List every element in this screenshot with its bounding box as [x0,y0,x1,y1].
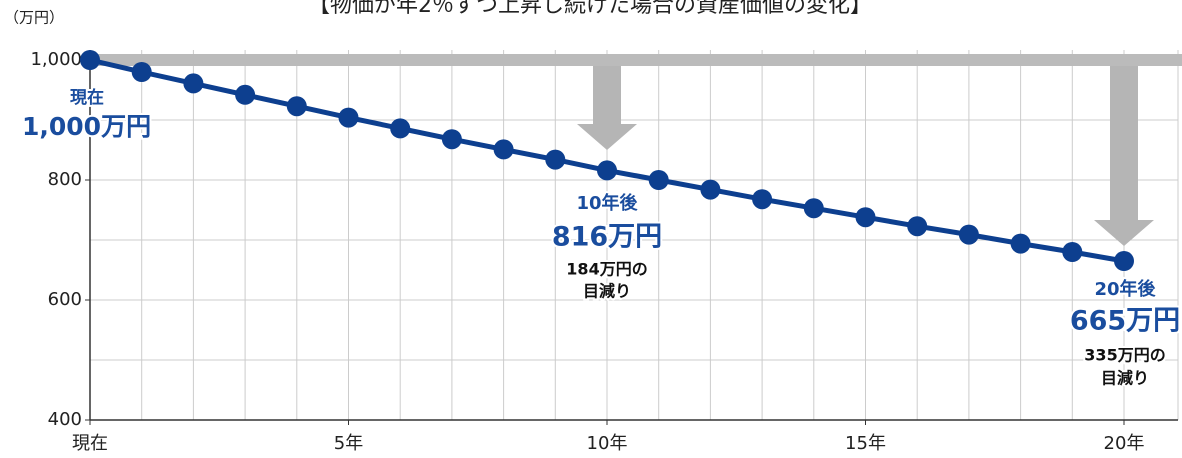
data-point [390,118,410,138]
annotation: 10年後 [576,192,638,214]
x-tick-label: 10年 [587,433,628,454]
data-point [80,50,100,70]
data-point [752,189,772,209]
data-point [339,108,359,128]
annotation: 816万円 [552,222,662,253]
data-point [700,180,720,200]
annotation: 目減り [1101,369,1149,388]
annotation: 目減り [583,282,631,301]
y-unit: （万円） [4,9,64,27]
data-point [856,207,876,227]
data-point [907,216,927,236]
data-point [649,170,669,190]
y-tick-label: 400 [48,409,82,430]
x-tick-label: 15年 [845,433,886,454]
data-point [183,73,203,93]
data-point [959,225,979,245]
data-point [1114,251,1134,271]
data-point [1062,242,1082,262]
data-point [132,62,152,82]
annotation: 184万円の [566,260,647,279]
data-point [287,96,307,116]
data-point [442,129,462,149]
y-tick-label: 1,000 [30,49,82,70]
data-point [597,160,617,180]
chart-title: 【物価が年2％ずつ上昇し続けた場合の資産価値の変化】 [308,0,872,18]
data-point [804,198,824,218]
data-point [494,139,514,159]
x-tick-label: 20年 [1104,433,1145,454]
y-tick-label: 600 [48,289,82,310]
data-point [545,150,565,170]
annotation: 1,000万円 [22,112,151,141]
x-tick-label: 現在 [72,433,108,454]
annotation: 665万円 [1070,306,1180,337]
annotation: 20年後 [1094,278,1156,300]
annotation: 現在 [70,87,104,108]
data-point [235,85,255,105]
annotation: 335万円の [1084,346,1165,365]
y-tick-label: 800 [48,169,82,190]
chart: 【物価が年2％ずつ上昇し続けた場合の資産価値の変化】 （万円） 400 600 80… [0,0,1182,458]
data-point [1011,234,1031,254]
page: {"chart_data": {"type": "line", "title":… [0,0,1182,458]
reference-band [90,54,1182,66]
x-tick-label: 5年 [334,433,363,454]
